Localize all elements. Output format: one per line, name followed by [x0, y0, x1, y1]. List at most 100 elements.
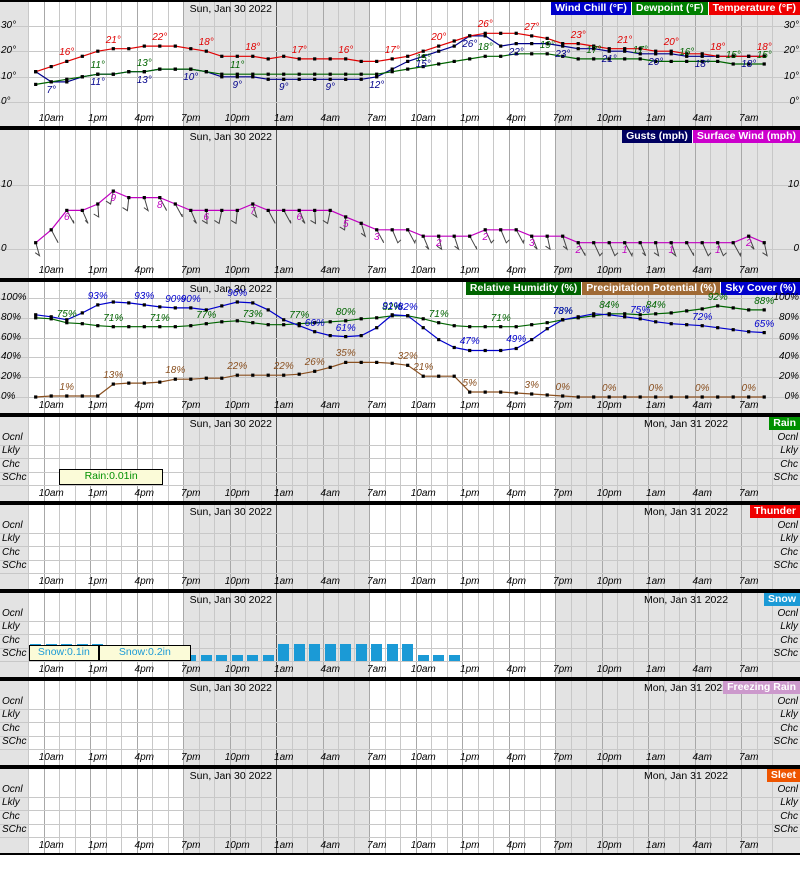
gridline-vertical — [183, 130, 184, 278]
x-tick-label: 7pm — [553, 265, 573, 276]
gridline-vertical — [105, 130, 107, 278]
gridline-vertical — [384, 2, 386, 126]
gridline-vertical — [431, 505, 432, 589]
day-separator — [276, 2, 277, 126]
gridline-vertical — [741, 282, 742, 413]
gridline-vertical — [214, 2, 215, 126]
gridline-vertical — [508, 130, 510, 278]
category-label-left: Ocnl — [2, 607, 23, 619]
gridline-vertical — [524, 769, 525, 853]
legend-item-0: Relative Humidity (%) — [465, 282, 583, 295]
x-tick-label: 7pm — [553, 752, 573, 763]
x-tick-label: 1am — [274, 400, 294, 411]
gridline-vertical — [59, 130, 60, 278]
gridline-vertical — [229, 2, 231, 126]
gridline-vertical — [121, 593, 122, 677]
gridline-vertical — [772, 130, 773, 278]
gridline-horizontal — [0, 532, 800, 534]
category-label-right: Chc — [780, 546, 798, 558]
y-tick-label-left: 30° — [1, 19, 17, 31]
category-label-left: Ocnl — [2, 431, 23, 443]
data-point-label: 11° — [230, 60, 245, 72]
gridline-vertical — [198, 2, 200, 126]
gridline-vertical — [90, 130, 91, 278]
gridline-vertical — [74, 769, 76, 853]
gridline-vertical — [307, 505, 308, 589]
gridline-vertical — [772, 282, 773, 413]
gridline-vertical — [570, 505, 572, 589]
gridline-vertical — [555, 593, 556, 677]
gridline-vertical — [307, 2, 308, 126]
gridline-vertical — [493, 130, 494, 278]
y-tick-label-right: 60% — [778, 331, 799, 343]
x-tick-label: 7pm — [181, 488, 201, 499]
gridline-vertical — [725, 130, 727, 278]
y-tick-label-right: 20° — [783, 45, 799, 57]
precip-bar — [231, 654, 243, 661]
day-separator — [276, 505, 277, 589]
x-tick-label: 10am — [38, 840, 64, 851]
gridline-vertical — [369, 417, 370, 501]
gridline-vertical — [694, 2, 696, 126]
gridline-vertical — [725, 282, 727, 413]
x-tick-label: 4pm — [134, 488, 154, 499]
x-tick-label: 4pm — [506, 752, 526, 763]
gridline-vertical — [555, 2, 556, 126]
series-Precipitation Potential (%) — [34, 360, 766, 399]
x-tick-label: 1am — [646, 664, 666, 675]
gridline-horizontal — [0, 471, 800, 473]
x-tick-label: 4pm — [506, 400, 526, 411]
gridline-vertical — [570, 593, 572, 677]
gridline-vertical — [508, 2, 510, 126]
gridline-vertical — [105, 681, 107, 765]
category-label-left: Chc — [2, 722, 20, 734]
gridline-vertical — [524, 417, 525, 501]
x-tick-label: 10am — [38, 664, 64, 675]
data-point-label: 18° — [245, 42, 261, 54]
gridline-horizontal — [0, 337, 800, 339]
gridline-vertical — [152, 282, 153, 413]
gridline-vertical — [400, 681, 401, 765]
category-label-right: Ocnl — [777, 695, 798, 707]
x-tick-label: 10am — [38, 265, 64, 276]
category-label-left: Chc — [2, 810, 20, 822]
gridline-vertical — [741, 417, 742, 501]
gridline-vertical — [570, 130, 572, 278]
legend-item-0: Gusts (mph) — [622, 130, 693, 143]
x-tick-label: 7pm — [553, 488, 573, 499]
gridline-vertical — [648, 417, 649, 501]
gridline-vertical — [400, 130, 401, 278]
gridline-vertical — [369, 282, 370, 413]
x-tick-label: 10pm — [224, 752, 250, 763]
gridline-vertical — [400, 282, 401, 413]
gridline-vertical — [167, 593, 169, 677]
x-tick-label: 10pm — [596, 265, 622, 276]
category-label-right: Ocnl — [777, 783, 798, 795]
gridline-vertical — [477, 593, 479, 677]
precip-amount-box: Snow:0.1in — [28, 645, 99, 661]
gridline-vertical — [90, 282, 91, 413]
legend: Wind Chill (°F) Dewpoint (°F) Temperature … — [551, 2, 800, 15]
gridline-vertical — [136, 282, 138, 413]
gridline-vertical — [136, 2, 138, 126]
gridline-vertical — [121, 769, 122, 853]
x-tick-label: 7am — [739, 488, 759, 499]
data-point-label: 18° — [198, 37, 214, 49]
precip-bar — [293, 644, 305, 661]
category-label-left: Chc — [2, 546, 20, 558]
gridline-vertical — [152, 2, 153, 126]
x-tick-label: 4pm — [134, 840, 154, 851]
gridline-vertical — [772, 505, 773, 589]
x-tick-label: 7pm — [553, 113, 573, 124]
gridline-vertical — [260, 593, 262, 677]
data-point-label: 16° — [59, 47, 75, 59]
data-point-label: 2 — [435, 238, 442, 250]
gridline-vertical — [152, 769, 153, 853]
gridline-vertical — [524, 282, 525, 413]
category-label-right: Chc — [780, 634, 798, 646]
category-label-left: SChc — [2, 472, 27, 484]
data-point-label: 21° — [105, 34, 121, 46]
gridline-vertical — [245, 2, 246, 126]
x-tick-label: 7pm — [181, 752, 201, 763]
x-tick-label: 10am — [410, 664, 436, 675]
